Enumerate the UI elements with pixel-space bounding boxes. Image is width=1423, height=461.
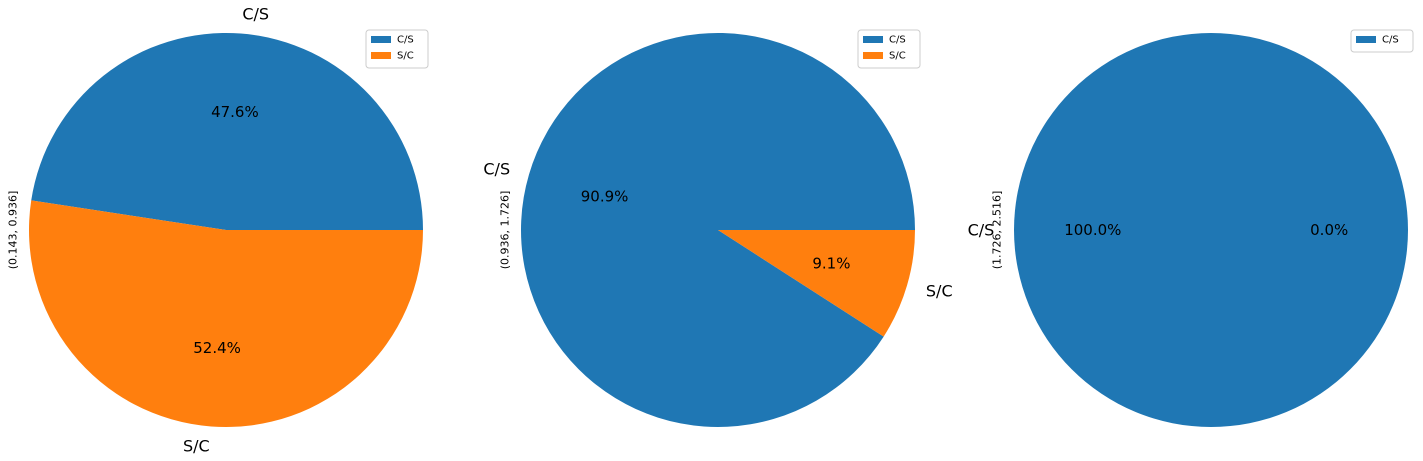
pie-slice-c-s [31, 33, 424, 230]
legend-swatch [371, 36, 391, 43]
legend-swatch [371, 52, 391, 59]
pie-category-label: C/S [483, 159, 510, 178]
y-axis-label: (1.726, 2.516] [991, 191, 1004, 270]
pie-slice-s-c [28, 200, 423, 428]
pie-slice-s-c [718, 230, 915, 337]
pie-category-label: S/C [926, 282, 953, 301]
pie-wedges [28, 33, 424, 428]
pie-pct-label: 100.0% [1064, 221, 1121, 239]
pie-labels: 100.0% C/S 0.0% [968, 221, 1349, 240]
legend-entry-label: C/S [1382, 35, 1399, 46]
pie-pct-label: 47.6% [211, 103, 259, 121]
legend-entry-label: C/S [397, 35, 414, 46]
pie-slice-c-s [1014, 33, 1408, 427]
pie-category-label: C/S [242, 4, 269, 23]
legend: C/S S/C [857, 29, 921, 69]
legend-entry-label: S/C [397, 51, 414, 62]
pie-pct-label: 90.9% [581, 188, 629, 206]
legend: C/S S/C [365, 29, 429, 69]
pie-pct-label: 9.1% [812, 254, 850, 272]
legend-entry-label: C/S [889, 35, 906, 46]
pie-category-label: C/S [968, 221, 995, 240]
pie-panel-1: 47.6% C/S 52.4% S/C (0.143, 0.936] C/S S/C [7, 4, 429, 456]
pie-pct-label: 52.4% [193, 339, 241, 357]
pie-slice-c-s [521, 32, 915, 427]
pie-labels: 90.9% C/S 9.1% S/C [483, 159, 952, 300]
y-axis-label: (0.936, 1.726] [499, 191, 512, 270]
pie-labels: 47.6% C/S 52.4% S/C [183, 4, 269, 455]
pie-panel-3: 100.0%C/S 0.0%(1.726, 2.516]C/S [968, 29, 1414, 427]
pie-panel-2: 90.9% C/S 9.1% S/C (0.936, 1.726] C/S S/C [483, 29, 953, 427]
pie-pct-label: 0.0% [1310, 221, 1348, 239]
y-axis-label: (0.143, 0.936] [7, 191, 20, 270]
legend-swatch [1356, 36, 1376, 43]
legend: C/S [1350, 29, 1414, 53]
pie-wedges [521, 32, 915, 427]
legend-swatch [863, 36, 883, 43]
pie-wedges [1014, 33, 1408, 427]
legend-entry-label: S/C [889, 51, 906, 62]
pie-category-label: S/C [183, 437, 210, 456]
legend-box [1350, 29, 1414, 53]
legend-swatch [863, 52, 883, 59]
